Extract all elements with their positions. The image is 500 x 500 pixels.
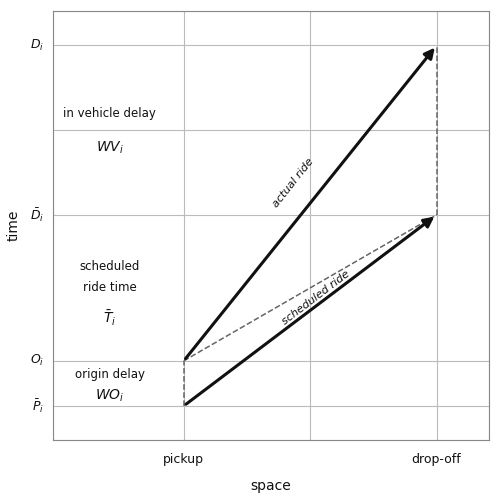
Text: drop-off: drop-off (412, 453, 462, 466)
Text: ride time: ride time (83, 282, 136, 294)
Text: $WO_i$: $WO_i$ (95, 388, 124, 404)
Text: $\bar{P}_i$: $\bar{P}_i$ (32, 397, 44, 414)
Text: $\bar{D}_i$: $\bar{D}_i$ (30, 206, 44, 224)
Text: pickup: pickup (164, 453, 204, 466)
Text: $D_i$: $D_i$ (30, 38, 44, 53)
Text: $\bar{T}_i$: $\bar{T}_i$ (103, 308, 117, 328)
Text: $O_i$: $O_i$ (30, 354, 44, 368)
Text: in vehicle delay: in vehicle delay (63, 106, 156, 120)
Text: actual ride: actual ride (270, 156, 316, 210)
Text: time: time (7, 210, 21, 242)
Text: scheduled ride: scheduled ride (280, 269, 351, 327)
Text: origin delay: origin delay (74, 368, 144, 382)
Text: space: space (250, 479, 292, 493)
Text: scheduled: scheduled (80, 260, 140, 273)
Text: $WV_i$: $WV_i$ (96, 139, 124, 156)
